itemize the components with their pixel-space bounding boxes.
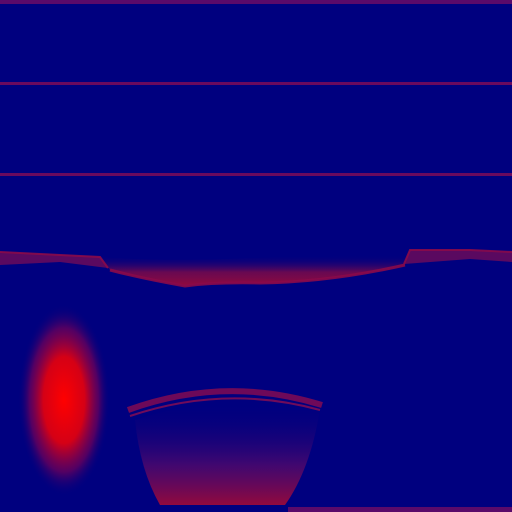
top-edge-line <box>0 0 512 4</box>
right-ear-strip <box>404 250 512 264</box>
horizontal-line-1 <box>0 82 512 85</box>
wavy-band-edge <box>109 263 406 288</box>
wavy-band <box>100 255 410 286</box>
left-ear-strip <box>0 252 108 268</box>
left-ear-strip-edge <box>0 251 109 269</box>
bowl-shape <box>135 402 320 505</box>
bottom-edge-line <box>288 507 512 512</box>
bowl-rim-highlight <box>129 397 321 417</box>
bowl-rim <box>126 388 323 413</box>
horizontal-line-2 <box>0 173 512 176</box>
right-ear-strip-edge <box>403 249 512 265</box>
red-glow-blob <box>18 304 110 496</box>
